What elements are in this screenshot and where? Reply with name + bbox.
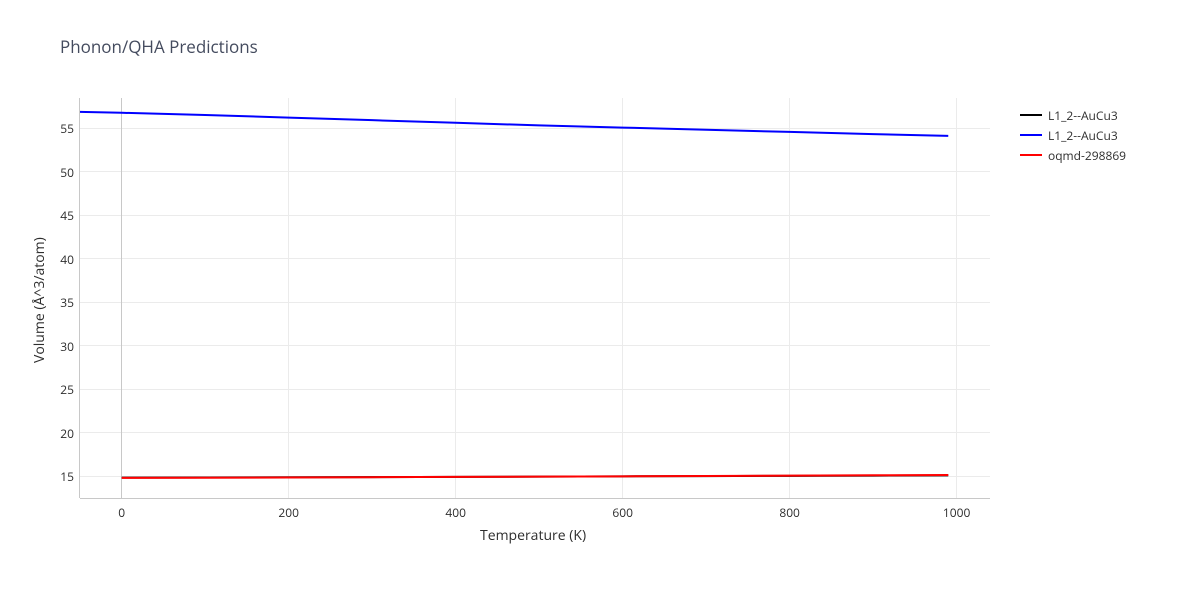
x-tick-label: 400 <box>441 504 471 521</box>
y-tick-label: 30 <box>60 338 74 355</box>
legend-swatch <box>1020 134 1042 136</box>
x-tick-label: 0 <box>107 504 137 521</box>
legend-label: L1_2--AuCu3 <box>1048 127 1118 144</box>
plot-border-left <box>79 98 80 498</box>
chart-container: Phonon/QHA Predictions 02004006008001000… <box>0 0 1200 600</box>
legend-swatch <box>1020 114 1042 116</box>
legend-item-2[interactable]: oqmd-298869 <box>1020 145 1126 165</box>
legend-swatch <box>1020 154 1042 156</box>
legend-label: L1_2--AuCu3 <box>1048 107 1118 124</box>
x-tick-label: 1000 <box>942 504 972 521</box>
y-tick-label: 35 <box>60 294 74 311</box>
legend-item-0[interactable]: L1_2--AuCu3 <box>1020 105 1126 125</box>
y-tick-label: 20 <box>60 425 74 442</box>
x-axis-title: Temperature (K) <box>480 526 586 545</box>
y-tick-label: 40 <box>60 251 74 268</box>
y-tick-label: 25 <box>60 381 74 398</box>
x-tick-label: 800 <box>775 504 805 521</box>
plot-border-bottom <box>80 498 990 499</box>
series-line-1 <box>80 112 948 136</box>
x-tick-label: 200 <box>274 504 304 521</box>
y-tick-label: 45 <box>60 207 74 224</box>
y-tick-label: 55 <box>60 120 74 137</box>
y-tick-label: 15 <box>60 468 74 485</box>
x-tick-label: 600 <box>608 504 638 521</box>
series-lines <box>0 0 1200 600</box>
y-tick-label: 50 <box>60 164 74 181</box>
legend: L1_2--AuCu3 L1_2--AuCu3 oqmd-298869 <box>1020 105 1126 165</box>
y-axis-title: Volume (Å^3/atom) <box>30 237 49 363</box>
legend-label: oqmd-298869 <box>1048 147 1126 164</box>
legend-item-1[interactable]: L1_2--AuCu3 <box>1020 125 1126 145</box>
